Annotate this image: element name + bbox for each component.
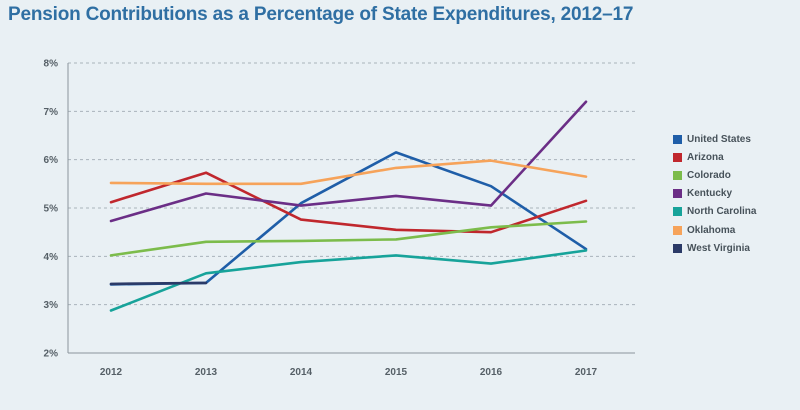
x-tick-label: 2012 <box>100 367 123 378</box>
x-tick-label: 2013 <box>195 367 218 378</box>
tick-labels: 2% 3% 4% 5% 6% 7% 8% 2012 2013 2014 2015 2016 2017 <box>44 59 598 379</box>
series-line-colorado <box>109 220 588 257</box>
legend-label: Colorado <box>687 169 731 181</box>
legend-item-arizona: Arizona <box>673 148 756 166</box>
legend-item-united-states: United States <box>673 130 756 148</box>
legend-swatch <box>673 152 682 162</box>
y-tick-label: 3% <box>44 300 59 311</box>
legend-label: United States <box>687 133 751 145</box>
legend: United States Arizona Colorado Kentucky Nort… <box>673 130 756 257</box>
y-tick-label: 4% <box>44 252 59 263</box>
gridlines <box>68 62 635 306</box>
series-line-kentucky <box>109 100 588 223</box>
series-line-united-states <box>109 151 588 286</box>
x-tick-label: 2016 <box>480 367 503 378</box>
legend-item-oklahoma: Oklahoma <box>673 221 756 239</box>
series-line-west-virginia <box>109 281 208 286</box>
legend-label: North Carolina <box>687 206 757 218</box>
legend-swatch <box>673 170 682 180</box>
y-tick-label: 5% <box>44 204 59 215</box>
y-tick-label: 7% <box>44 107 59 118</box>
legend-label: Oklahoma <box>687 224 736 236</box>
legend-label: Arizona <box>687 151 724 163</box>
legend-label: Kentucky <box>687 188 733 200</box>
series-line-north-carolina <box>109 249 588 312</box>
legend-swatch <box>673 207 682 217</box>
x-tick-label: 2014 <box>290 367 313 378</box>
legend-item-north-carolina: North Carolina <box>673 203 756 221</box>
legend-swatch <box>673 225 682 235</box>
chart-title: Pension Contributions as a Percentage of… <box>8 4 634 25</box>
legend-item-colorado: Colorado <box>673 166 756 184</box>
legend-item-west-virginia: West Virginia <box>673 239 756 257</box>
axes <box>67 63 635 354</box>
y-tick-label: 6% <box>44 155 59 166</box>
x-tick-label: 2015 <box>385 367 408 378</box>
y-tick-label: 8% <box>44 59 59 70</box>
legend-swatch <box>673 189 682 199</box>
series-lines <box>109 100 588 312</box>
legend-swatch <box>673 243 682 253</box>
x-tick-label: 2017 <box>575 367 598 378</box>
legend-item-kentucky: Kentucky <box>673 185 756 203</box>
legend-label: West Virginia <box>687 242 750 254</box>
legend-swatch <box>673 134 682 144</box>
y-tick-label: 2% <box>44 349 59 360</box>
series-line-oklahoma <box>109 159 588 186</box>
